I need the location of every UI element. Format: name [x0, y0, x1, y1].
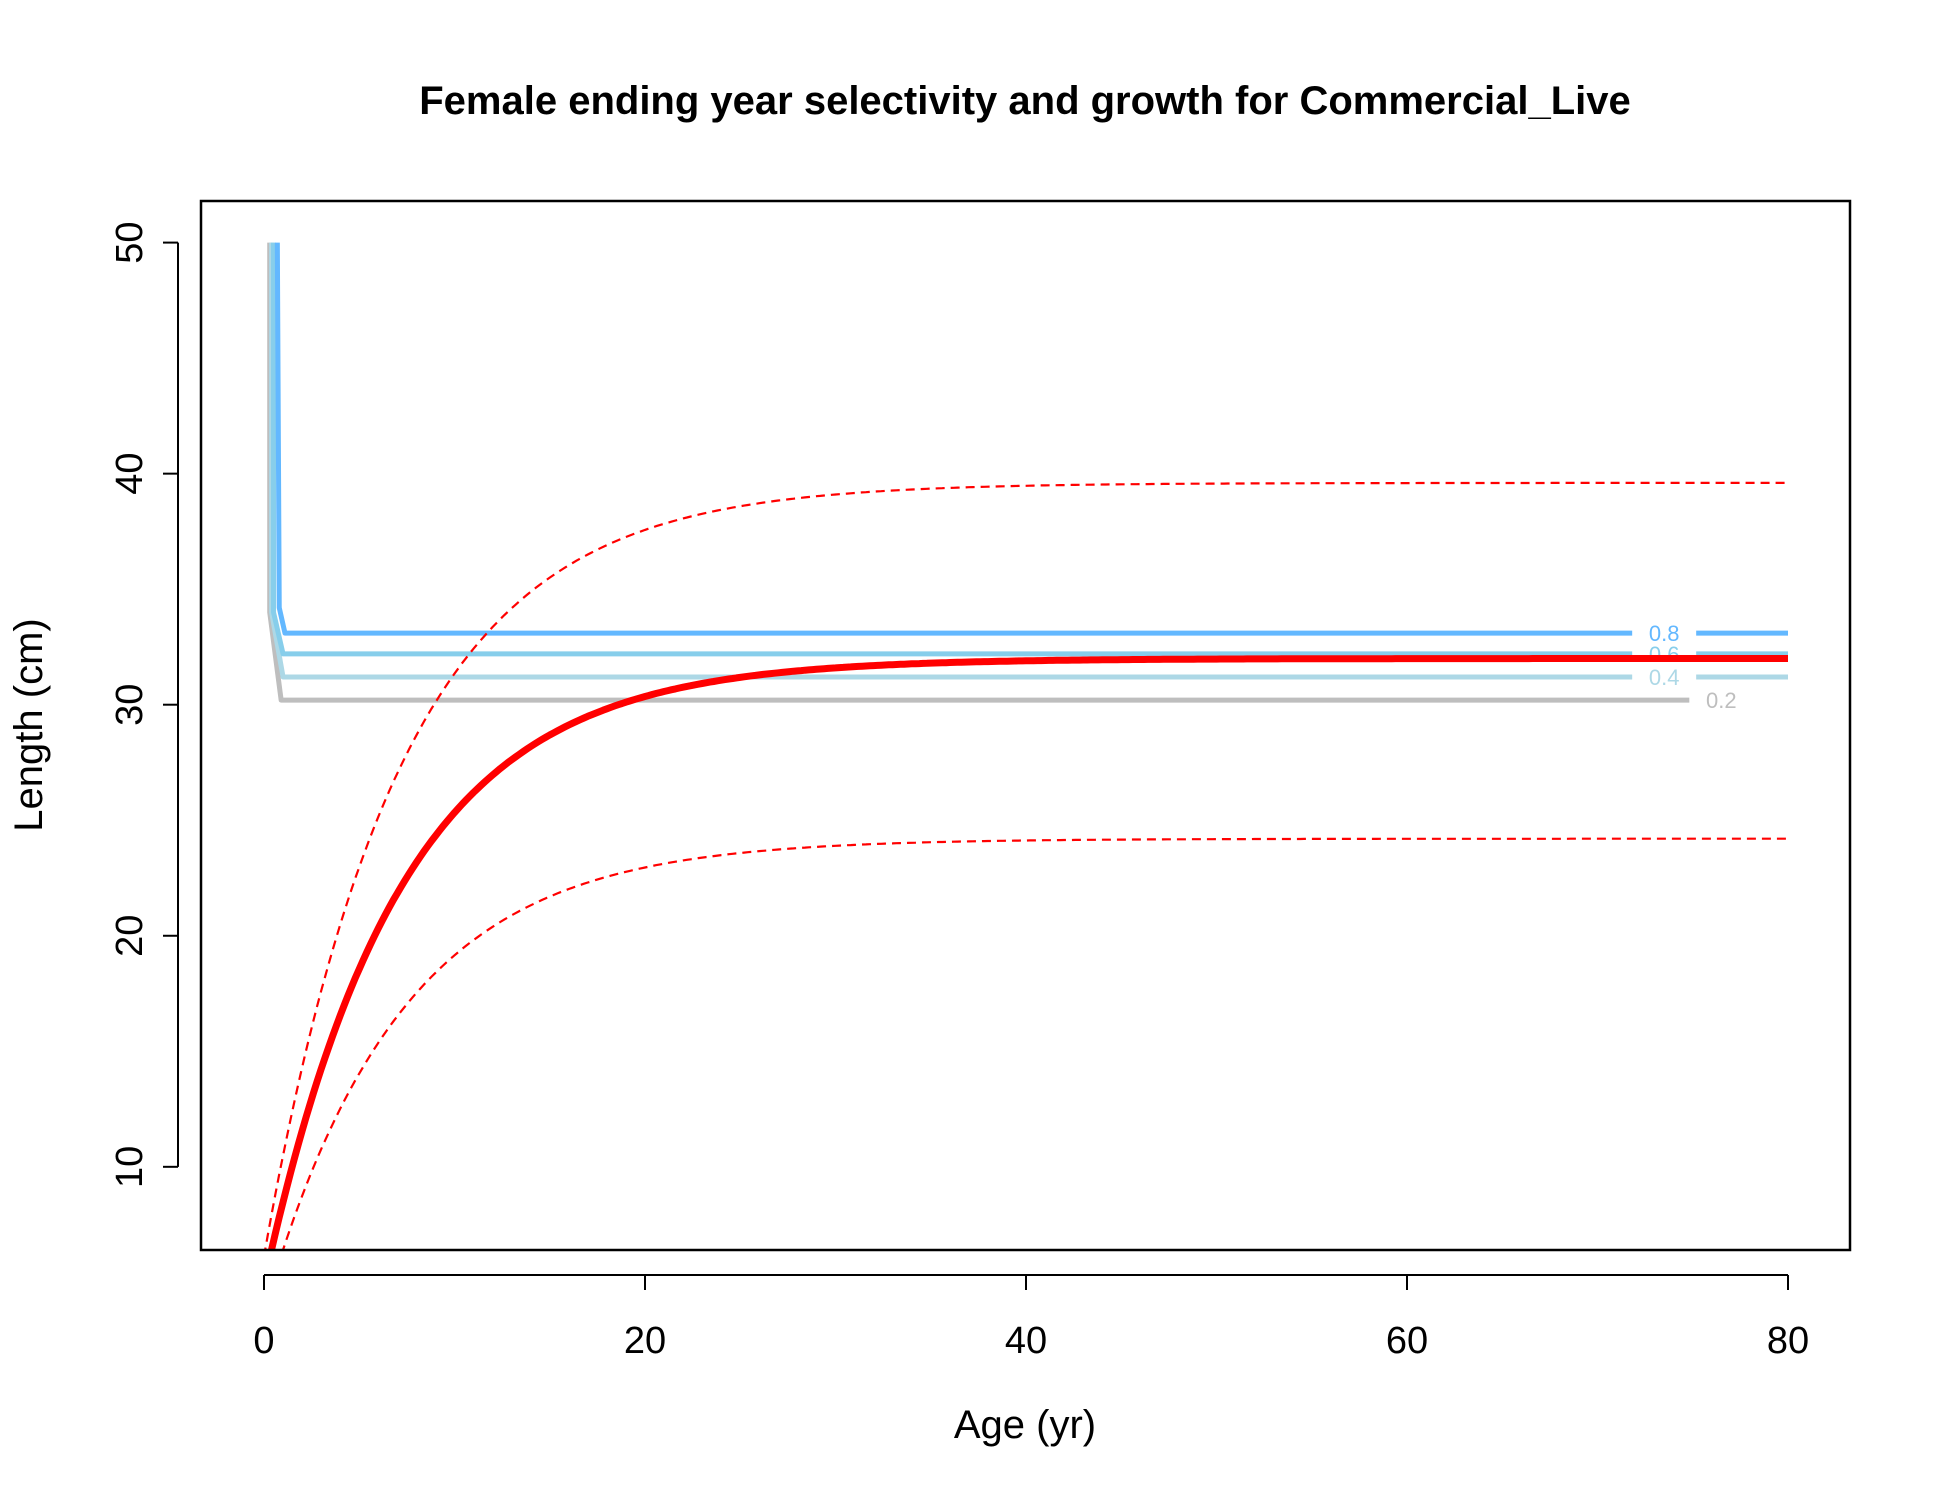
x-axis: 0 20 40 60 80: [253, 1274, 1809, 1362]
chart-title: Female ending year selectivity and growt…: [419, 79, 1631, 123]
contour-line-0-4: [269, 242, 1633, 680]
x-tick-label: 0: [253, 1320, 274, 1362]
contour-label-0-4: 0.4: [1649, 665, 1680, 690]
plot-area: 0.2 0.40.60.8: [264, 242, 1788, 1249]
growth-lower-bound: [282, 837, 1788, 1249]
contour-line-0-8: [274, 242, 1633, 636]
y-tick-label: 10: [109, 1146, 151, 1188]
y-tick-label: 30: [109, 684, 151, 726]
plot-border: [199, 199, 1852, 1252]
growth-curve: [268, 655, 1788, 1249]
x-tick-label: 40: [1005, 1320, 1047, 1362]
y-axis-label: Length (cm): [7, 618, 51, 831]
contour-label-0-2: 0.2: [1706, 688, 1737, 713]
x-tick-label: 80: [1767, 1320, 1809, 1362]
y-tick-label: 40: [109, 453, 151, 495]
growth-upper-bound: [264, 481, 1788, 1249]
x-axis-label: Age (yr): [954, 1403, 1096, 1447]
contour-label-0-6: 0.6: [1649, 642, 1680, 667]
x-tick-label: 60: [1386, 1320, 1428, 1362]
x-tick-label: 20: [624, 1320, 666, 1362]
y-axis: 10 20 30 40 50: [109, 221, 179, 1188]
y-tick-label: 50: [109, 221, 151, 263]
y-tick-label: 20: [109, 915, 151, 957]
contour-line-0-6: [271, 242, 1633, 657]
contour-label-0-8: 0.8: [1649, 621, 1680, 646]
